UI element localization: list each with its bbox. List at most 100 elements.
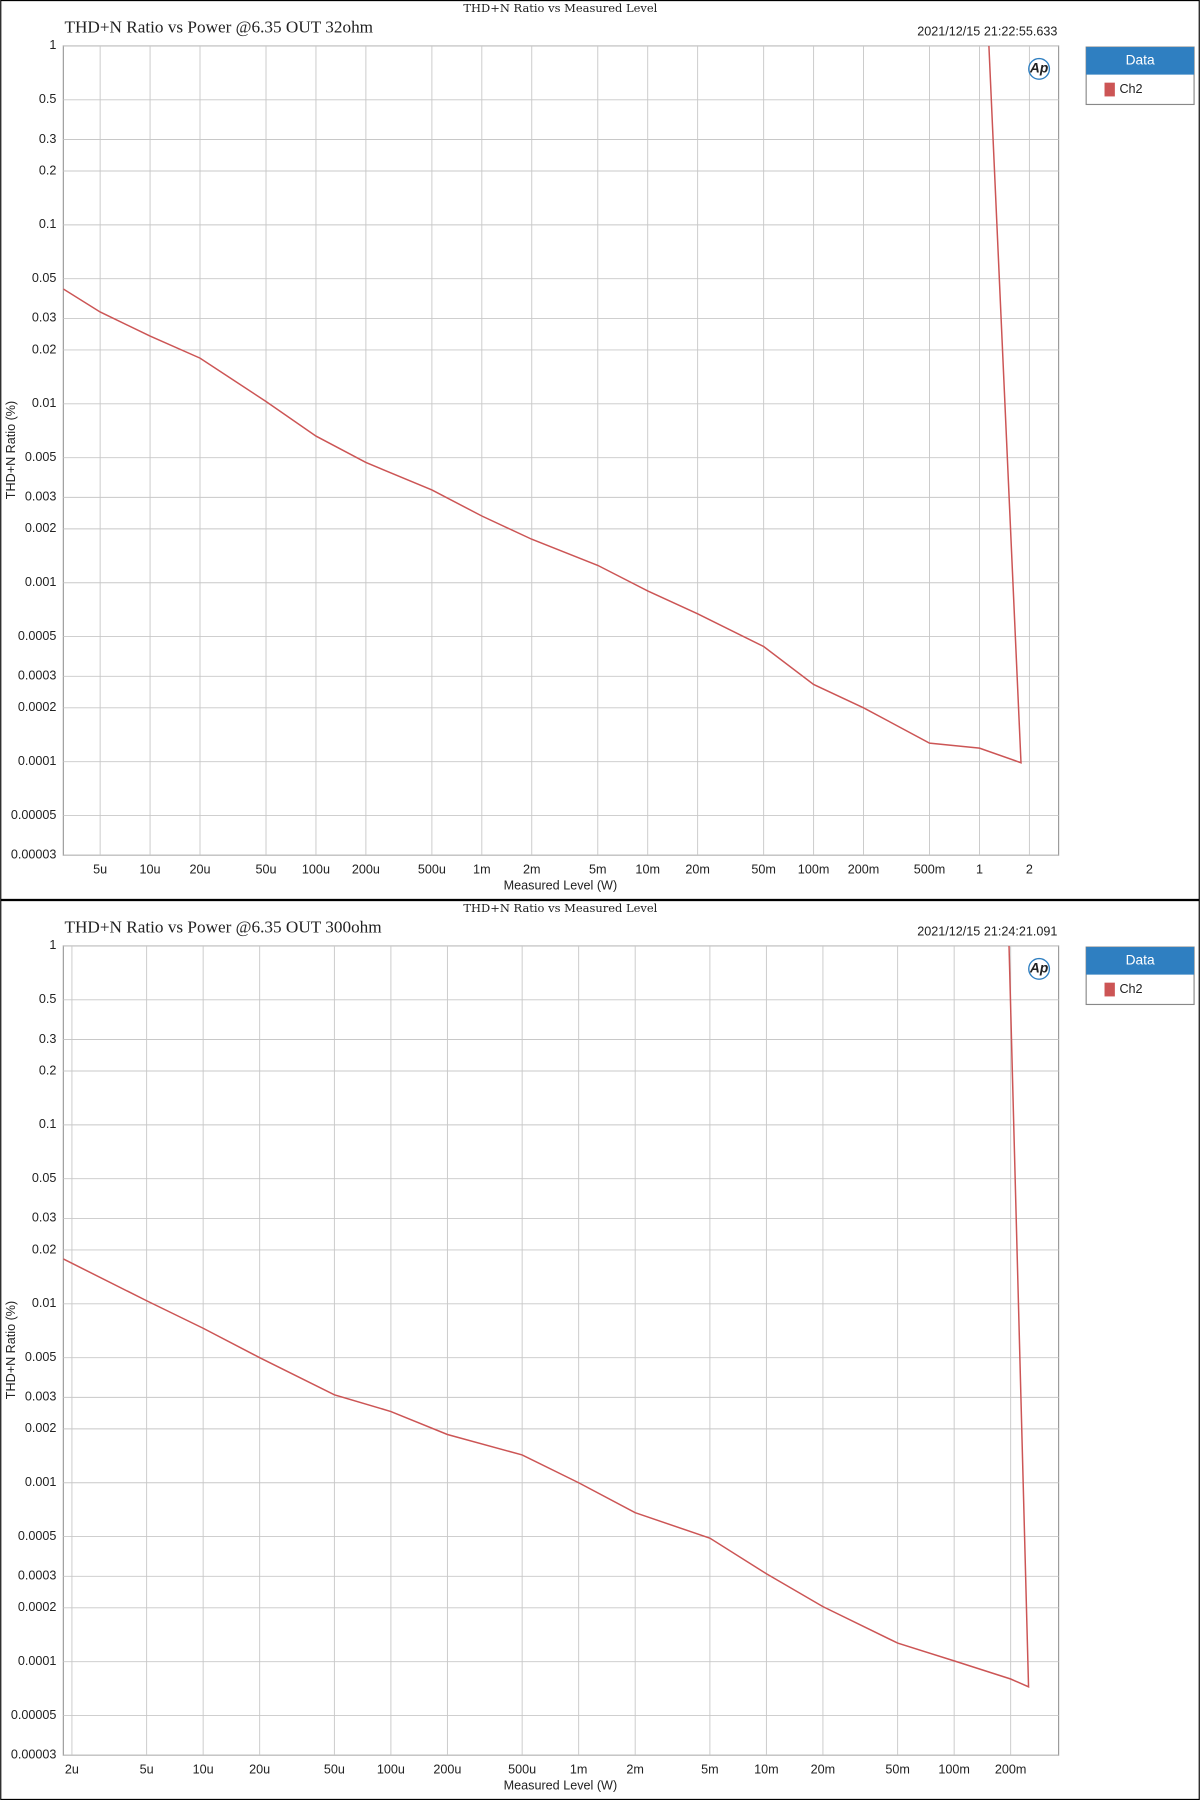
y-tick-label: 0.5 <box>39 992 57 1006</box>
x-tick-label: 200m <box>848 862 880 876</box>
y-tick-label: 0.0001 <box>18 754 57 768</box>
x-axis-label: Measured Level (W) <box>504 1779 618 1793</box>
y-tick-label: 0.00005 <box>11 1708 57 1722</box>
plot-area <box>62 45 1060 856</box>
chart: THD+N Ratio vs Measured Level THD+N Ratio… <box>0 0 1200 900</box>
timestamp: 2021/12/15 21:22:55.633 <box>917 24 1057 38</box>
x-tick-label: 20m <box>685 862 710 876</box>
x-tick-label: 100m <box>798 862 830 876</box>
x-tick-label: 2m <box>626 1762 644 1776</box>
y-tick-label: 0.05 <box>32 1171 57 1185</box>
legend-header <box>1086 947 1195 975</box>
x-tick-label: 5m <box>701 1762 719 1776</box>
x-tick-label: 200m <box>995 1762 1027 1776</box>
x-tick-label: 5m <box>589 862 607 876</box>
y-tick-label: 0.02 <box>32 342 57 356</box>
y-tick-label: 0.2 <box>39 1063 57 1077</box>
y-tick-label: 1 <box>49 938 56 952</box>
legend-swatch <box>1104 982 1115 997</box>
y-tick-label: 0.002 <box>25 521 57 535</box>
x-tick-label: 2u <box>65 1762 79 1776</box>
header: THD+N Ratio vs Measured Level <box>463 1 657 15</box>
y-tick-label: 0.001 <box>25 1475 57 1489</box>
legend-title: Data <box>1126 952 1155 967</box>
x-tick-label: 50m <box>751 862 776 876</box>
y-axis-label: THD+N Ratio (%) <box>4 401 18 499</box>
logo-ring <box>1028 957 1051 980</box>
y-tick-label: 0.00003 <box>11 1748 57 1762</box>
y-tick-label: 0.0005 <box>18 1529 57 1543</box>
y-tick-label: 0.005 <box>25 450 57 464</box>
x-tick-label: 500u <box>508 1762 536 1776</box>
x-tick-label: 50u <box>255 862 276 876</box>
x-tick-label: 20m <box>811 1762 836 1776</box>
legend-title: Data <box>1126 52 1155 67</box>
y-tick-label: 0.0003 <box>18 1569 57 1583</box>
x-tick-label: 500m <box>914 862 946 876</box>
x-tick-label: 10u <box>140 862 161 876</box>
legend-label: Ch2 <box>1119 82 1142 96</box>
x-tick-label: 2m <box>523 862 541 876</box>
legend-swatch <box>1104 82 1115 97</box>
x-tick-label: 1m <box>570 1762 588 1776</box>
chart-title: THD+N Ratio vs Power @6.35 OUT 32ohm <box>64 18 373 37</box>
header: THD+N Ratio vs Measured Level <box>463 901 657 915</box>
y-tick-label: 0.3 <box>39 1032 57 1046</box>
x-tick-label: 10u <box>193 1762 214 1776</box>
y-tick-label: 0.005 <box>25 1350 57 1364</box>
x-tick-label: 1m <box>473 862 491 876</box>
y-tick-label: 1 <box>49 38 56 52</box>
y-tick-label: 0.3 <box>39 132 57 146</box>
y-tick-label: 0.0005 <box>18 629 57 643</box>
x-tick-label: 20u <box>249 1762 270 1776</box>
series-line <box>63 45 1022 764</box>
y-tick-label: 0.05 <box>32 271 57 285</box>
x-tick-label: 10m <box>635 862 660 876</box>
x-tick-label: 500u <box>418 862 446 876</box>
y-tick-label: 0.00005 <box>11 808 57 822</box>
y-tick-label: 0.03 <box>32 1211 57 1225</box>
y-tick-label: 0.00003 <box>11 848 57 862</box>
logo-ring <box>1028 57 1051 80</box>
y-tick-label: 0.0002 <box>18 1600 57 1614</box>
timestamp: 2021/12/15 21:24:21.091 <box>917 924 1057 938</box>
x-axis-label: Measured Level (W) <box>504 879 618 893</box>
y-tick-label: 0.01 <box>32 1296 57 1310</box>
x-tick-label: 20u <box>189 862 210 876</box>
x-tick-label: 2 <box>1026 862 1033 876</box>
y-tick-label: 0.02 <box>32 1242 57 1256</box>
x-tick-label: 10m <box>754 1762 779 1776</box>
chart: THD+N Ratio vs Measured Level THD+N Ratio… <box>0 900 1200 1800</box>
x-tick-label: 100u <box>302 862 330 876</box>
x-tick-label: 200u <box>352 862 380 876</box>
logo: Ap <box>1029 961 1048 976</box>
series-line <box>63 945 1030 1689</box>
x-tick-label: 100m <box>938 1762 970 1776</box>
y-tick-label: 0.1 <box>39 217 57 231</box>
y-tick-label: 0.003 <box>25 490 57 504</box>
legend-header <box>1086 47 1195 75</box>
plot-area <box>62 945 1060 1756</box>
y-tick-label: 0.0002 <box>18 700 57 714</box>
y-tick-label: 0.5 <box>39 92 57 106</box>
y-tick-label: 0.1 <box>39 1117 57 1131</box>
x-tick-label: 5u <box>93 862 107 876</box>
x-tick-label: 200u <box>433 1762 461 1776</box>
x-tick-label: 5u <box>140 1762 154 1776</box>
y-tick-label: 0.002 <box>25 1421 57 1435</box>
y-tick-label: 0.0003 <box>18 669 57 683</box>
x-tick-label: 100u <box>377 1762 405 1776</box>
y-tick-label: 0.0001 <box>18 1654 57 1668</box>
y-tick-label: 0.001 <box>25 575 57 589</box>
x-tick-label: 50u <box>324 1762 345 1776</box>
y-tick-label: 0.003 <box>25 1390 57 1404</box>
y-tick-label: 0.2 <box>39 163 57 177</box>
logo: Ap <box>1029 61 1048 76</box>
x-tick-label: 50m <box>885 1762 910 1776</box>
y-tick-label: 0.01 <box>32 396 57 410</box>
legend-label: Ch2 <box>1119 982 1142 996</box>
x-tick-label: 1 <box>976 862 983 876</box>
y-tick-label: 0.03 <box>32 311 57 325</box>
